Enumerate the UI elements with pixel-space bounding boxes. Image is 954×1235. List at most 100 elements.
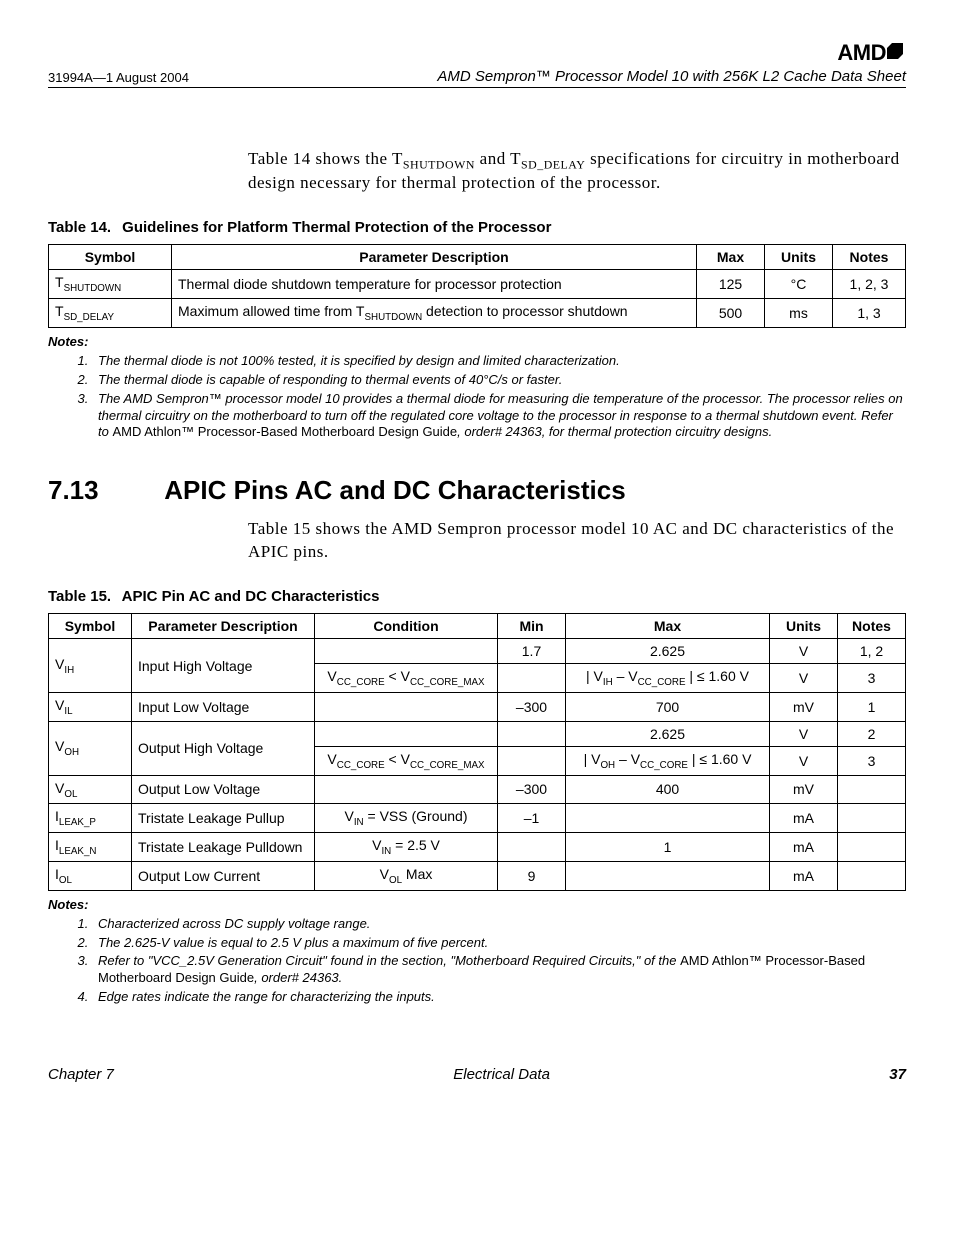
cell-units: mV xyxy=(770,693,838,722)
cell-units: V xyxy=(770,639,838,664)
doc-title: AMD Sempron™ Processor Model 10 with 256… xyxy=(437,68,906,85)
cell-symbol: VIL xyxy=(49,693,132,722)
cell-desc: Input High Voltage xyxy=(132,639,315,693)
th-cond: Condition xyxy=(315,614,498,639)
th-max: Max xyxy=(697,245,765,270)
cell-cond: VIN = 2.5 V xyxy=(315,833,498,862)
notes-list: Characterized across DC supply voltage r… xyxy=(48,916,906,1006)
cell-max: 400 xyxy=(566,775,770,804)
cell-max xyxy=(566,804,770,833)
cell-notes: 1, 2 xyxy=(838,639,906,664)
cell-notes: 3 xyxy=(838,746,906,775)
cell-desc: Tristate Leakage Pulldown xyxy=(132,833,315,862)
cell-notes: 1, 3 xyxy=(833,299,906,328)
table-row: ILEAK_P Tristate Leakage Pullup VIN = VS… xyxy=(49,804,906,833)
section-title: APIC Pins AC and DC Characteristics xyxy=(164,475,625,505)
table-row: TSHUTDOWN Thermal diode shutdown tempera… xyxy=(49,270,906,299)
cell-cond: VCC_CORE < VCC_CORE_MAX xyxy=(315,746,498,775)
intro-paragraph-2: Table 15 shows the AMD Sempron processor… xyxy=(248,518,906,564)
cell-max: 125 xyxy=(697,270,765,299)
cell-cond: VIN = VSS (Ground) xyxy=(315,804,498,833)
cell-units: mA xyxy=(770,833,838,862)
table15-notes: Notes: Characterized across DC supply vo… xyxy=(48,897,906,1006)
cell-units: mV xyxy=(770,775,838,804)
table-row: ILEAK_N Tristate Leakage Pulldown VIN = … xyxy=(49,833,906,862)
cell-units: ms xyxy=(765,299,833,328)
cell-desc: Maximum allowed time from TSHUTDOWN dete… xyxy=(172,299,697,328)
cell-units: V xyxy=(770,721,838,746)
cell-symbol: ILEAK_P xyxy=(49,804,132,833)
th-units: Units xyxy=(765,245,833,270)
cell-max: | VIH – VCC_CORE | ≤ 1.60 V xyxy=(566,664,770,693)
footer-chapter: Chapter 7 xyxy=(48,1066,114,1083)
cell-symbol: TSD_DELAY xyxy=(49,299,172,328)
table15-caption-num: Table 15. xyxy=(48,588,118,605)
th-desc: Parameter Description xyxy=(172,245,697,270)
cell-cond xyxy=(315,693,498,722)
table14: Symbol Parameter Description Max Units N… xyxy=(48,244,906,328)
table14-header-row: Symbol Parameter Description Max Units N… xyxy=(49,245,906,270)
cell-desc: Input Low Voltage xyxy=(132,693,315,722)
cell-units: mA xyxy=(770,804,838,833)
table14-caption-text: Guidelines for Platform Thermal Protecti… xyxy=(122,219,551,236)
cell-min: –300 xyxy=(498,775,566,804)
cell-cond xyxy=(315,721,498,746)
doc-code: 31994A—1 August 2004 xyxy=(48,70,189,85)
th-symbol: Symbol xyxy=(49,245,172,270)
note-item: Refer to "VCC_2.5V Generation Circuit" f… xyxy=(92,953,906,987)
table15-caption: Table 15. APIC Pin AC and DC Characteris… xyxy=(48,588,906,605)
cell-cond xyxy=(315,775,498,804)
note-item: Edge rates indicate the range for charac… xyxy=(92,989,906,1006)
table-row: TSD_DELAY Maximum allowed time from TSHU… xyxy=(49,299,906,328)
table-row: IOL Output Low Current VOL Max 9 mA xyxy=(49,861,906,890)
brand-text: AMD xyxy=(837,40,886,65)
cell-desc: Tristate Leakage Pullup xyxy=(132,804,315,833)
note-item: The AMD Sempron™ processor model 10 prov… xyxy=(92,391,906,442)
page-header: 31994A—1 August 2004 AMD AMD Sempron™ Pr… xyxy=(48,40,906,88)
th-max: Max xyxy=(566,614,770,639)
th-desc: Parameter Description xyxy=(132,614,315,639)
page: 31994A—1 August 2004 AMD AMD Sempron™ Pr… xyxy=(0,0,954,1113)
cell-symbol: VOL xyxy=(49,775,132,804)
cell-desc: Output Low Current xyxy=(132,861,315,890)
table14-notes: Notes: The thermal diode is not 100% tes… xyxy=(48,334,906,441)
cell-notes: 1 xyxy=(838,693,906,722)
th-notes: Notes xyxy=(833,245,906,270)
notes-title: Notes: xyxy=(48,334,88,349)
page-footer: Chapter 7 Electrical Data 37 xyxy=(48,1066,906,1083)
cell-desc: Output Low Voltage xyxy=(132,775,315,804)
table15-header-row: Symbol Parameter Description Condition M… xyxy=(49,614,906,639)
cell-symbol: ILEAK_N xyxy=(49,833,132,862)
cell-max: 700 xyxy=(566,693,770,722)
note-item: The thermal diode is not 100% tested, it… xyxy=(92,353,906,370)
note-item: The thermal diode is capable of respondi… xyxy=(92,372,906,389)
cell-notes xyxy=(838,833,906,862)
cell-max: 500 xyxy=(697,299,765,328)
table14-caption: Table 14. Guidelines for Platform Therma… xyxy=(48,219,906,236)
cell-notes: 3 xyxy=(838,664,906,693)
amd-arrow-icon xyxy=(886,42,906,60)
th-min: Min xyxy=(498,614,566,639)
cell-min xyxy=(498,833,566,862)
cell-max: 2.625 xyxy=(566,721,770,746)
cell-notes xyxy=(838,775,906,804)
cell-units: °C xyxy=(765,270,833,299)
cell-notes: 1, 2, 3 xyxy=(833,270,906,299)
cell-cond xyxy=(315,639,498,664)
cell-notes xyxy=(838,804,906,833)
section-heading: 7.13 APIC Pins AC and DC Characteristics xyxy=(48,475,906,506)
cell-min xyxy=(498,721,566,746)
header-right: AMD AMD Sempron™ Processor Model 10 with… xyxy=(437,40,906,85)
cell-max: | VOH – VCC_CORE | ≤ 1.60 V xyxy=(566,746,770,775)
cell-symbol: IOL xyxy=(49,861,132,890)
cell-notes xyxy=(838,861,906,890)
cell-min: –1 xyxy=(498,804,566,833)
cell-cond: VOL Max xyxy=(315,861,498,890)
th-notes: Notes xyxy=(838,614,906,639)
cell-units: mA xyxy=(770,861,838,890)
section-num: 7.13 xyxy=(48,475,158,506)
footer-page-num: 37 xyxy=(889,1066,906,1083)
cell-units: V xyxy=(770,746,838,775)
cell-min: –300 xyxy=(498,693,566,722)
cell-notes: 2 xyxy=(838,721,906,746)
